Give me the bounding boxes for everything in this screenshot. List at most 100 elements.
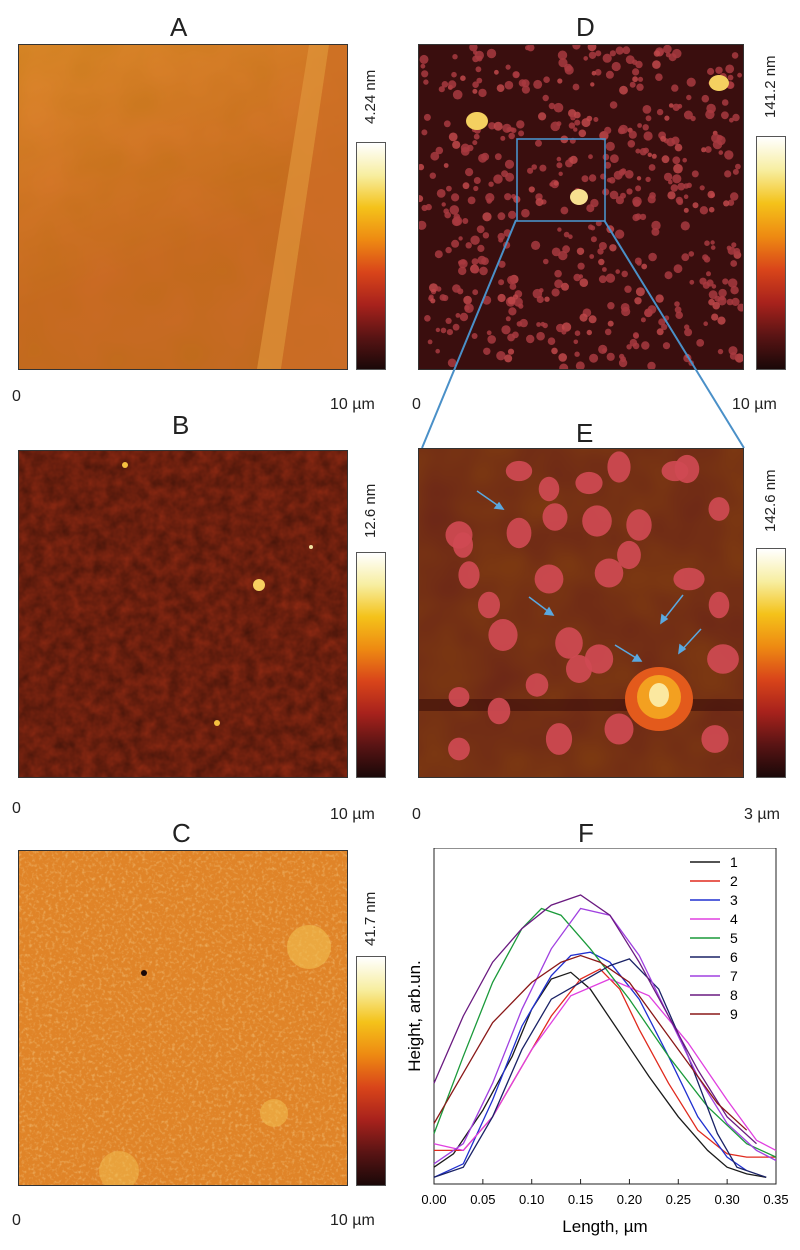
afm-grain: [421, 204, 428, 212]
afm-grain: [486, 198, 492, 204]
afm-grain: [626, 509, 652, 541]
afm-grain: [508, 307, 517, 316]
legend-label-5: 5: [730, 930, 738, 946]
afm-grain: [604, 328, 612, 336]
afm-grain: [561, 322, 572, 332]
afm-grain: [568, 122, 576, 129]
afm-grain: [447, 358, 457, 368]
afm-grain: [487, 335, 496, 344]
afm-grain: [660, 135, 667, 142]
afm-grain: [573, 273, 581, 282]
axis-start-c: 0: [12, 1212, 21, 1229]
afm-grain: [488, 181, 494, 187]
afm-grain: [452, 54, 458, 60]
afm-grain: [663, 172, 673, 182]
afm-grain: [685, 353, 690, 359]
afm-grain: [555, 627, 583, 659]
afm-grain: [504, 159, 515, 169]
afm-grain: [436, 286, 442, 292]
afm-grain: [607, 320, 614, 327]
afm-grain: [516, 120, 525, 129]
afm-grain: [641, 341, 650, 350]
afm-grain: [655, 294, 664, 303]
afm-grain: [487, 697, 511, 725]
afm-grain: [438, 86, 445, 93]
afm-grain: [586, 329, 592, 336]
afm-grain: [619, 85, 628, 95]
afm-grain: [725, 64, 735, 74]
afm-grain: [504, 354, 513, 363]
afm-grain: [427, 339, 433, 345]
afm-grain: [451, 193, 460, 202]
afm-grain: [465, 242, 472, 249]
afm-grain: [473, 133, 480, 140]
afm-image-e: [418, 448, 744, 778]
afm-grain: [658, 318, 666, 326]
afm-grain: [626, 344, 632, 350]
afm-grain: [604, 161, 612, 169]
afm-grain: [419, 195, 424, 203]
afm-grain: [588, 224, 594, 230]
afm-grain: [441, 202, 446, 207]
afm-grain: [493, 174, 503, 184]
afm-grain: [675, 311, 683, 320]
afm-grain: [648, 164, 656, 171]
legend-label-7: 7: [730, 968, 738, 984]
afm-grain: [703, 321, 708, 327]
afm-grain: [548, 102, 556, 110]
afm-grain: [625, 55, 635, 64]
afm-grain: [572, 83, 580, 91]
afm-grain: [553, 102, 564, 113]
x-tick-label: 0.00: [421, 1192, 446, 1207]
afm-grain: [708, 206, 715, 213]
afm-grain: [535, 139, 542, 147]
afm-grain: [598, 258, 605, 266]
afm-grain: [723, 200, 730, 207]
afm-grain: [661, 155, 670, 164]
afm-grain: [672, 156, 681, 165]
afm-grain: [589, 353, 599, 363]
afm-grain: [737, 72, 742, 78]
afm-grain: [606, 225, 615, 234]
afm-grain: [498, 237, 504, 243]
afm-grain: [424, 315, 431, 322]
afm-grain: [559, 363, 569, 369]
afm-grain: [710, 245, 716, 250]
afm-grain: [652, 60, 661, 69]
afm-grain: [538, 476, 560, 502]
colorbar-c: [356, 956, 386, 1186]
afm-grain: [481, 152, 490, 161]
afm-grain: [512, 294, 519, 300]
afm-grain: [482, 232, 490, 239]
afm-grain: [512, 331, 519, 339]
afm-image-a: [18, 44, 348, 370]
afm-grain: [577, 262, 585, 270]
afm-grain: [519, 318, 528, 328]
afm-texture-c: [19, 851, 347, 1185]
afm-grain: [494, 69, 499, 75]
afm-grain: [727, 74, 734, 81]
afm-grain: [606, 177, 612, 183]
afm-grain: [498, 260, 506, 268]
afm-grain: [640, 317, 646, 323]
x-tick-label: 0.30: [714, 1192, 739, 1207]
afm-grain: [692, 202, 699, 209]
colorbar-label-d: 141.2 nm: [762, 55, 779, 118]
afm-grain: [434, 250, 443, 259]
afm-grain: [717, 316, 726, 325]
afm-grain: [521, 79, 530, 88]
afm-grain: [457, 288, 464, 295]
afm-grain: [597, 248, 604, 255]
afm-grain: [661, 460, 689, 482]
afm-grain: [521, 208, 530, 218]
afm-grain: [635, 185, 642, 192]
afm-grain: [672, 48, 682, 59]
afm-grain: [449, 205, 460, 215]
afm-grain: [531, 240, 541, 250]
afm-grain: [452, 323, 460, 331]
afm-image-c: [18, 850, 348, 1186]
afm-grain: [651, 153, 657, 159]
afm-grain: [730, 260, 738, 267]
afm-grain: [554, 279, 563, 289]
afm-grain: [727, 199, 735, 206]
